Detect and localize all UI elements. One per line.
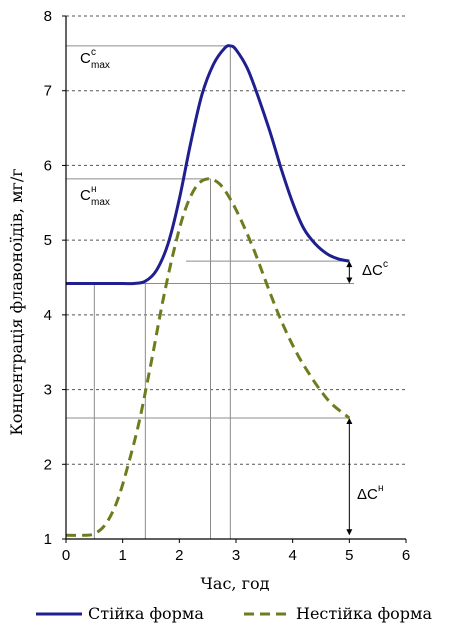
annotation-cmax-stable-sup: с: [91, 47, 96, 58]
annotation-delta-unstable: ΔC: [357, 486, 378, 503]
delta-unstable-arrow-head-bottom: [346, 529, 353, 536]
series-line-stable: [66, 44, 350, 286]
x-tick-label-3: 3: [232, 547, 240, 564]
legend-label-unstable: Нестійка форма: [296, 604, 432, 623]
annotation-delta-stable-sup: с: [383, 259, 388, 270]
delta-stable-arrow-head-bottom: [346, 277, 353, 284]
annotation-cmax-unstable-sub: max: [91, 197, 110, 208]
series-line-unstable: [65, 177, 351, 537]
y-tick-label-1: 1: [44, 531, 52, 548]
annotation-delta-stable: ΔC: [362, 262, 383, 279]
annotation-delta-unstable-sup: н: [378, 483, 384, 494]
x-tick-label-0: 0: [62, 547, 70, 564]
legend-label-stable: Стійка форма: [88, 604, 204, 623]
x-tick-label-6: 6: [402, 547, 410, 564]
y-tick-label-4: 4: [44, 307, 52, 324]
annotation-cmax-stable: C: [80, 50, 91, 67]
delta-unstable-arrow-head-top: [346, 417, 353, 424]
x-tick-label-5: 5: [345, 547, 353, 564]
delta-stable-arrow-head-top: [346, 261, 353, 268]
grid-lines: [66, 15, 406, 465]
y-tick-label-8: 8: [44, 8, 52, 25]
x-tick-label-2: 2: [175, 547, 183, 564]
x-axis-title: Час, год: [201, 574, 270, 593]
x-tick-label-4: 4: [288, 547, 296, 564]
annotation-cmax-stable-sub: max: [91, 60, 110, 71]
y-tick-label-2: 2: [44, 456, 52, 473]
legend: Стійка форма Нестійка форма: [36, 604, 432, 623]
y-tick-label-6: 6: [44, 157, 52, 174]
y-tick-label-3: 3: [44, 382, 52, 399]
series-lines: [65, 44, 351, 537]
y-tick-label-5: 5: [44, 232, 52, 249]
y-axis-title: Концентрація флавоноїдів, мг/г: [7, 168, 26, 435]
reference-lines: [66, 45, 354, 539]
y-tick-label-7: 7: [44, 83, 52, 100]
annotation-cmax-unstable-sup: н: [91, 184, 97, 195]
annotation-cmax-unstable: C: [80, 187, 91, 204]
x-tick-label-1: 1: [118, 547, 126, 564]
axes: [62, 15, 407, 543]
